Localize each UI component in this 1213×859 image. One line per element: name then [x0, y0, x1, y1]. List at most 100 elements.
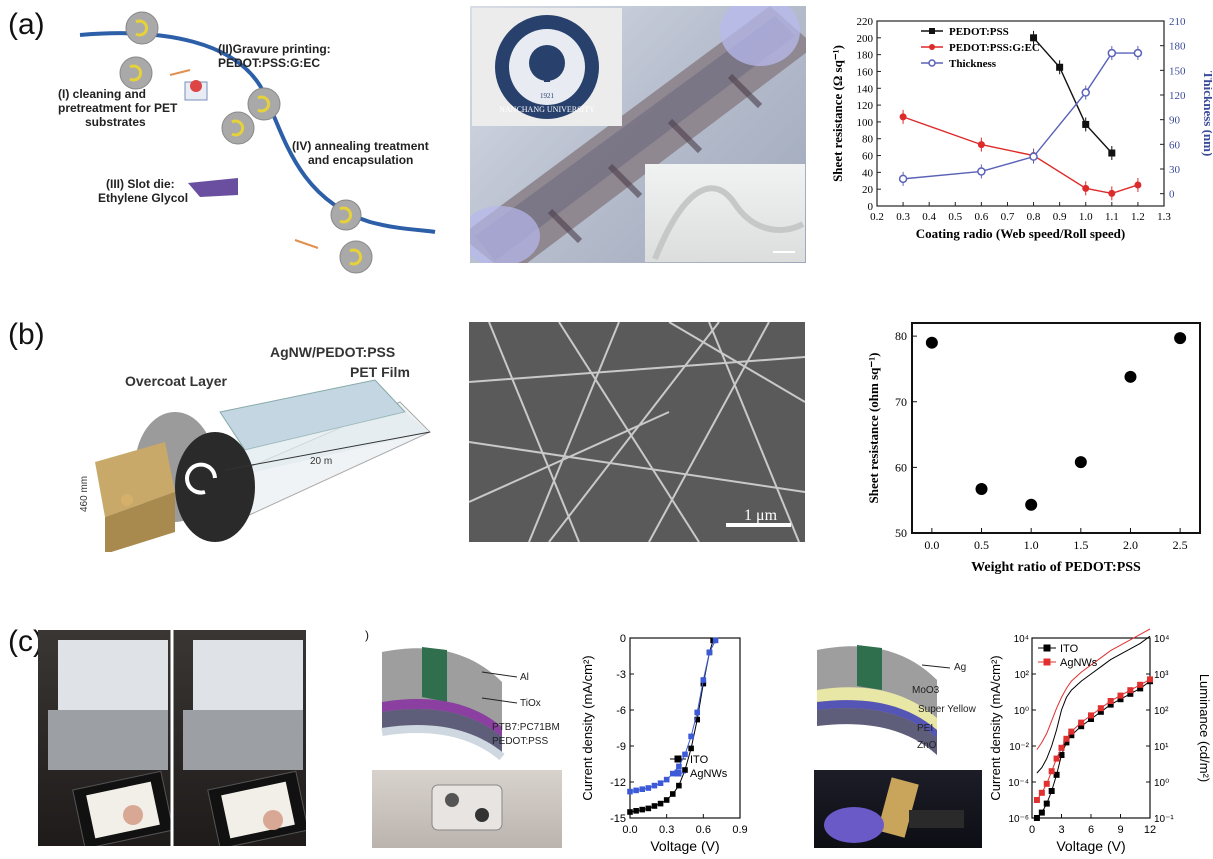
c1-point-0: [663, 797, 670, 803]
c2-y2-tick-label: 10²: [1154, 706, 1169, 717]
b-x-tick-label: 2.0: [1123, 538, 1138, 552]
c1-point-0: [639, 806, 646, 813]
c2-point-0: [1068, 732, 1075, 739]
a-r2r-schematic: (II)Gravure printing: PEDOT:PSS:G:EC (I)…: [58, 11, 436, 274]
c2-y2-tick-label: 10³: [1154, 670, 1169, 681]
a-point-2: [1133, 48, 1143, 58]
a-y2-tick-label: 0: [1169, 189, 1175, 201]
c1-point-0: [688, 745, 694, 752]
a-x-tick-label: 0.4: [922, 211, 936, 223]
a-x-tick-label: 0.6: [974, 211, 988, 223]
b-pet-label: PET Film: [350, 364, 410, 380]
c2-y-tick-label: 10⁰: [1014, 706, 1029, 717]
c1-y-tick-label: -6: [616, 705, 626, 717]
a-point-0: [1082, 120, 1090, 128]
c2-point-1: [1088, 712, 1094, 719]
c1-point-0: [633, 808, 639, 814]
a-university-logo-inset: NANCHANG UNIVERSITY 1921: [472, 8, 622, 126]
c2-x-tick-label: 3: [1058, 824, 1064, 836]
c1-point-1: [669, 770, 676, 777]
c2-x-axis-label: Voltage (V): [1056, 838, 1125, 854]
c2-point-1: [1063, 735, 1070, 742]
c1-point-0: [657, 800, 664, 807]
b-r2r-coating-schematic: Overcoat Layer AgNW/PEDOT:PSS PET Film 2…: [79, 344, 431, 552]
c1-point-1: [682, 751, 688, 758]
c1-point-1: [627, 788, 633, 795]
a-step4-line2: and encapsulation: [308, 153, 413, 167]
a-y-tick-label: 0: [868, 201, 874, 213]
c2-point-0: [1088, 716, 1094, 722]
b-length-label: 20 m: [310, 456, 332, 467]
a-series-line-2: [903, 52, 1138, 180]
a-x-axis-label: Coating radio (Web speed/Roll speed): [916, 226, 1125, 241]
c1-point-1: [657, 780, 664, 786]
a-point-2: [977, 167, 986, 176]
c2-x-tick-label: 6: [1088, 824, 1094, 836]
c2-luminance-line-0: [1036, 635, 1151, 774]
b-x-tick-label: 0.5: [974, 538, 989, 552]
b-y-tick-label: 80: [895, 329, 907, 343]
a-sheet-resistance-chart: 0.2 0.3 0.4 0.5 0.6 0.7 0.8 0.9 1.0 1.1 1.2 1.3 0 20 4…: [830, 16, 1212, 241]
c2-y2-axis-label: Luminance (cd/m²): [1197, 674, 1210, 782]
c-solar-photo: [372, 770, 562, 848]
c-solar-layer-ptb7: PTB7:PC71BM: [492, 722, 560, 733]
a-step3-line1: (III) Slot die:: [106, 177, 175, 191]
c1-y-tick-label: -9: [616, 741, 626, 753]
a-point-2: [1107, 48, 1117, 58]
c2-point-1: [1147, 676, 1153, 683]
c2-y-axis-label: Current density (mA/cm²): [988, 655, 1003, 800]
a-point-1: [899, 113, 907, 121]
a-y-tick-label: 20: [862, 184, 874, 196]
a-y-axis-label: Sheet resistance (Ω sq⁻¹): [830, 45, 845, 182]
a-y2-axis-label: Thickness (nm): [1201, 71, 1212, 157]
a-point-0: [1030, 34, 1038, 42]
c2-point-0: [1033, 815, 1040, 821]
a-y-tick-label: 40: [862, 167, 874, 179]
c2-y-tick-label: 10⁻⁶: [1008, 814, 1029, 825]
c2-point-0: [1097, 708, 1104, 715]
c-led-layer-superyellow: Super Yellow: [918, 704, 977, 715]
b-scatter-point: [925, 336, 938, 349]
b-x-tick-label: 1.0: [1024, 538, 1039, 552]
a-legend-marker-2: [928, 59, 936, 67]
b-sem-image: 1 μm: [469, 322, 805, 542]
c2-y2-tick-label: 10⁴: [1154, 634, 1169, 645]
c2-legend-marker-1: [1043, 658, 1051, 666]
c2-legend-label-1: AgNWs: [1060, 657, 1098, 669]
c-solar-cell-schematic: Al TiOx PTB7:PC71BM PEDOT:PSS: [381, 647, 560, 761]
b-plot-frame: [911, 322, 1201, 534]
c1-legend-label-0: ITO: [690, 754, 709, 766]
c-solar-jv-chart: 0.0 0.3 0.6 0.9 0 -3 -6 -9 -12 -15 Voltage (V) Curr…: [580, 633, 748, 854]
c1-point-1: [712, 637, 719, 644]
a-x-tick-label: 0.7: [1001, 211, 1015, 223]
c2-series-line-0: [1036, 680, 1151, 819]
c-led-jvl-chart: 0 3 6 9 12 10⁻⁶ 10⁻⁴ 10⁻² 10⁰ 10² 10⁴ 10⁻¹ 10⁰ 10¹ 10²…: [988, 628, 1210, 854]
c2-point-1: [1043, 780, 1050, 787]
c1-y-tick-label: -12: [610, 777, 626, 789]
c1-point-1: [706, 649, 713, 656]
c1-point-0: [651, 803, 658, 809]
b-agnw-label: AgNW/PEDOT:PSS: [270, 344, 395, 360]
c2-y-tick-label: 10⁻²: [1009, 742, 1029, 753]
a-x-tick-label: 0.8: [1027, 211, 1041, 223]
c2-point-1: [1058, 744, 1065, 751]
c1-plot-frame: [629, 637, 741, 819]
a-y-tick-label: 100: [857, 117, 874, 129]
a-legend-label-1: PEDOT:PSS:G:EC: [949, 42, 1040, 54]
c2-x-tick-label: 9: [1117, 824, 1123, 836]
c1-point-0: [676, 782, 682, 789]
a-legend-label-2: Thickness: [949, 58, 997, 70]
b-sem-scale-label: 1 μm: [744, 507, 778, 524]
a-point-2: [1081, 88, 1090, 97]
a-x-tick-label: 0.9: [1053, 211, 1067, 223]
a-series-line-0: [1033, 37, 1113, 154]
a-step2-line2: PEDOT:PSS:G:EC: [218, 56, 320, 70]
c2-luminance-line-1: [1036, 628, 1151, 750]
a-x-tick-label: 0.3: [896, 211, 910, 223]
c-solar-layer-pedot: PEDOT:PSS: [492, 736, 548, 747]
a-logo-text: NANCHANG UNIVERSITY: [499, 105, 595, 114]
b-width-label: 460 mm: [79, 476, 90, 512]
a-x-tick-label: 1.3: [1157, 211, 1171, 223]
c1-x-tick-label: 0.6: [696, 824, 711, 836]
a-y-tick-label: 60: [862, 151, 874, 163]
